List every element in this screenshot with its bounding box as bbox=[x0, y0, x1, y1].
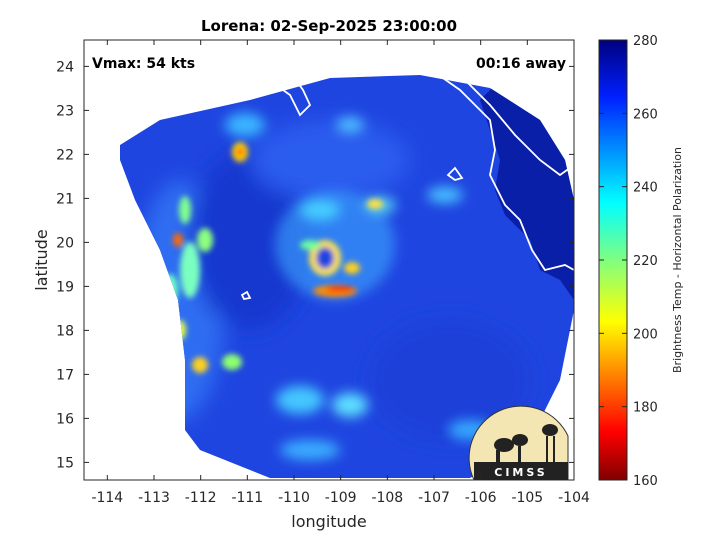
x-tick-label: -107 bbox=[418, 490, 450, 506]
colorbar-label: Brightness Temp - Horizontal Polarizatio… bbox=[671, 147, 684, 373]
x-axis: -114 -113 -112 -111 -110 -109 -108 -107 -106 -105… bbox=[91, 40, 590, 506]
y-tick-label: 16 bbox=[56, 411, 74, 427]
x-tick-label: -104 bbox=[558, 490, 590, 506]
y-tick-label: 23 bbox=[56, 103, 74, 119]
y-tick-label: 20 bbox=[56, 235, 74, 251]
x-tick-label: -114 bbox=[91, 490, 123, 506]
y-tick-label: 24 bbox=[56, 59, 74, 75]
coastline bbox=[209, 40, 574, 300]
y-axis-label: latitude bbox=[32, 229, 51, 290]
y-tick-label: 22 bbox=[56, 147, 74, 163]
y-axis: 15 16 17 18 19 20 21 22 23 24 bbox=[56, 59, 574, 471]
x-tick-label: -110 bbox=[278, 490, 310, 506]
x-tick-label: -108 bbox=[371, 490, 403, 506]
cimss-logo: CIMSS bbox=[468, 405, 569, 481]
colorbar-tick-label: 220 bbox=[633, 254, 658, 269]
y-tick-label: 18 bbox=[56, 323, 74, 339]
colorbar-tick-label: 280 bbox=[633, 34, 658, 49]
x-tick-label: -106 bbox=[465, 490, 497, 506]
colorbar-tick-label: 160 bbox=[633, 474, 658, 489]
colorbar-tick-label: 260 bbox=[633, 107, 658, 122]
x-tick-label: -112 bbox=[185, 490, 217, 506]
plot-area bbox=[84, 40, 574, 480]
x-axis-label: longitude bbox=[291, 512, 366, 531]
colorbar: 160 180 200 220 240 260 280 Brightness Temp - … bbox=[598, 34, 684, 489]
colorbar-tick-label: 200 bbox=[633, 327, 658, 342]
colorbar-tick-label: 240 bbox=[633, 181, 658, 196]
time-away-label: 00:16 away bbox=[476, 56, 566, 72]
vmax-label: Vmax: 54 kts bbox=[92, 56, 195, 72]
x-tick-label: -105 bbox=[511, 490, 543, 506]
chart-title: Lorena: 02-Sep-2025 23:00:00 bbox=[201, 17, 457, 35]
y-tick-label: 17 bbox=[56, 367, 74, 383]
plot-frame bbox=[83, 39, 575, 481]
colorbar-tick-label: 180 bbox=[633, 401, 658, 416]
y-tick-label: 19 bbox=[56, 279, 74, 295]
x-tick-label: -113 bbox=[138, 490, 170, 506]
x-tick-label: -109 bbox=[325, 490, 357, 506]
x-tick-label: -111 bbox=[231, 490, 263, 506]
y-tick-label: 15 bbox=[56, 455, 74, 471]
cimss-logo-text: CIMSS bbox=[494, 466, 547, 479]
y-tick-label: 21 bbox=[56, 191, 74, 207]
